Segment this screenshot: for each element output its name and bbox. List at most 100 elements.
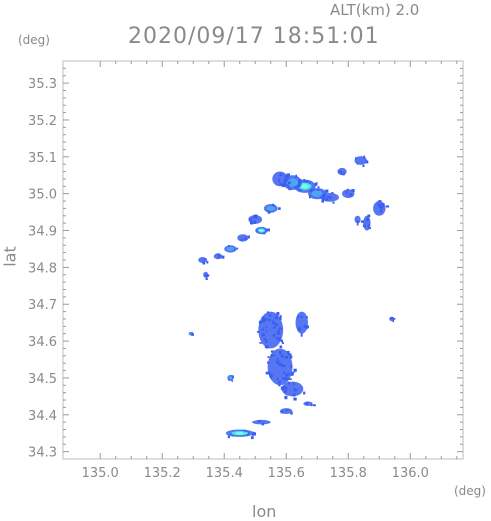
echo-pixel — [297, 182, 301, 185]
echo-pixel — [279, 173, 283, 177]
echo-pixel — [261, 316, 265, 320]
echo-pixel — [279, 316, 282, 320]
echo-pixel — [325, 198, 329, 201]
echo-pixel — [345, 190, 348, 194]
echo-pixel — [276, 357, 279, 360]
echo-pixel — [231, 434, 234, 437]
echo-pixel — [293, 368, 297, 372]
echo-pixel — [275, 336, 278, 339]
echo-pixel — [356, 222, 359, 226]
echo-pixel — [252, 433, 254, 436]
echo-pixel — [283, 371, 285, 374]
echo-pixel — [393, 318, 396, 320]
echo-pixel — [270, 354, 273, 358]
echo-blob — [281, 381, 304, 397]
echo-pixel — [286, 350, 290, 353]
echo-pixel — [228, 378, 230, 381]
y-tick-label: 34.3 — [28, 446, 57, 461]
echo-cell — [283, 174, 302, 191]
echo-pixel — [293, 382, 295, 385]
echo-core — [266, 205, 275, 211]
echo-pixel — [298, 185, 301, 187]
echo-cell — [263, 203, 281, 214]
echo-pixel — [253, 432, 256, 436]
echo-pixel — [274, 323, 278, 327]
y-tick-label: 35.3 — [28, 77, 57, 92]
echo-pixel — [380, 205, 384, 209]
echo-cell — [198, 257, 209, 265]
x-tick-label: 135.6 — [268, 466, 305, 481]
echo-pixel — [279, 315, 282, 318]
echo-pixel — [288, 382, 291, 385]
echo-cell — [237, 234, 250, 242]
echo-pixel — [259, 342, 263, 344]
echo-pixel — [287, 177, 290, 181]
echo-pixel — [283, 389, 287, 393]
echo-pixel — [265, 340, 268, 344]
echo-pixel — [247, 430, 249, 433]
echo-pixel — [285, 374, 288, 377]
echo-pixel — [244, 236, 247, 241]
y-tick-label: 34.5 — [28, 372, 57, 387]
echo-pixel — [227, 435, 230, 439]
echo-peak — [301, 184, 309, 189]
echo-pixel — [279, 183, 282, 186]
echo-cell — [362, 214, 371, 231]
echo-pixel — [264, 338, 267, 341]
echo-pixel — [303, 178, 305, 181]
altitude-label: ALT(km) 2.0 — [330, 1, 419, 19]
echo-pixel — [310, 188, 312, 193]
x-axis-unit: (deg) — [454, 484, 486, 498]
echo-pixel — [314, 183, 318, 186]
echo-pixel — [312, 404, 316, 407]
echo-cell — [320, 192, 339, 204]
echo-pixel — [276, 377, 279, 380]
echo-pixel — [362, 224, 366, 228]
echo-pixel — [280, 339, 283, 342]
echo-pixel — [347, 188, 349, 191]
x-tick-label: 135.0 — [82, 466, 119, 481]
echo-pixel — [379, 209, 383, 213]
echo-pixel — [279, 345, 283, 349]
plot-frame — [62, 60, 464, 460]
echo-pixel — [283, 365, 286, 367]
echo-core — [311, 190, 323, 197]
echo-pixel — [280, 410, 284, 414]
x-tick-label: 136.0 — [392, 466, 429, 481]
echo-pixel — [295, 174, 298, 178]
echo-pixel — [277, 380, 281, 384]
echo-pixel — [288, 188, 292, 191]
echo-pixel — [317, 186, 320, 189]
echo-pixel — [278, 327, 283, 330]
y-tick-label: 34.4 — [28, 409, 57, 424]
echo-pixel — [306, 325, 309, 329]
x-tick-label: 135.8 — [330, 466, 367, 481]
echo-pixel — [332, 201, 335, 204]
echo-pixel — [216, 253, 220, 256]
echo-pixel — [310, 403, 313, 407]
echo-pixel — [308, 182, 311, 185]
echo-peak — [235, 432, 244, 435]
echo-pixel — [287, 185, 290, 188]
echo-cell — [354, 215, 365, 226]
echo-pixel — [265, 326, 268, 328]
echo-pixel — [191, 333, 194, 336]
echo-cell — [252, 419, 271, 426]
echo-pixel — [248, 217, 252, 221]
echo-pixel — [362, 164, 365, 168]
echo-pixel — [236, 247, 239, 250]
echo-pixel — [253, 215, 257, 219]
echo-cell — [203, 271, 210, 280]
echo-pixel — [366, 217, 369, 222]
tick-layer: 135.0 135.2 135.4 135.6 135.8 136.0 34.3 34.4 34… — [28, 61, 463, 481]
echo-pixel — [202, 261, 206, 265]
echo-cell — [224, 245, 239, 253]
echo-pixel — [218, 255, 221, 258]
echo-pixel — [272, 334, 276, 337]
echo-pixel — [277, 360, 280, 363]
echo-pixel — [270, 376, 272, 379]
echo-pixel — [286, 173, 290, 177]
echo-pixel — [272, 354, 275, 357]
echo-cell — [248, 214, 263, 225]
echo-pixel — [303, 180, 306, 184]
